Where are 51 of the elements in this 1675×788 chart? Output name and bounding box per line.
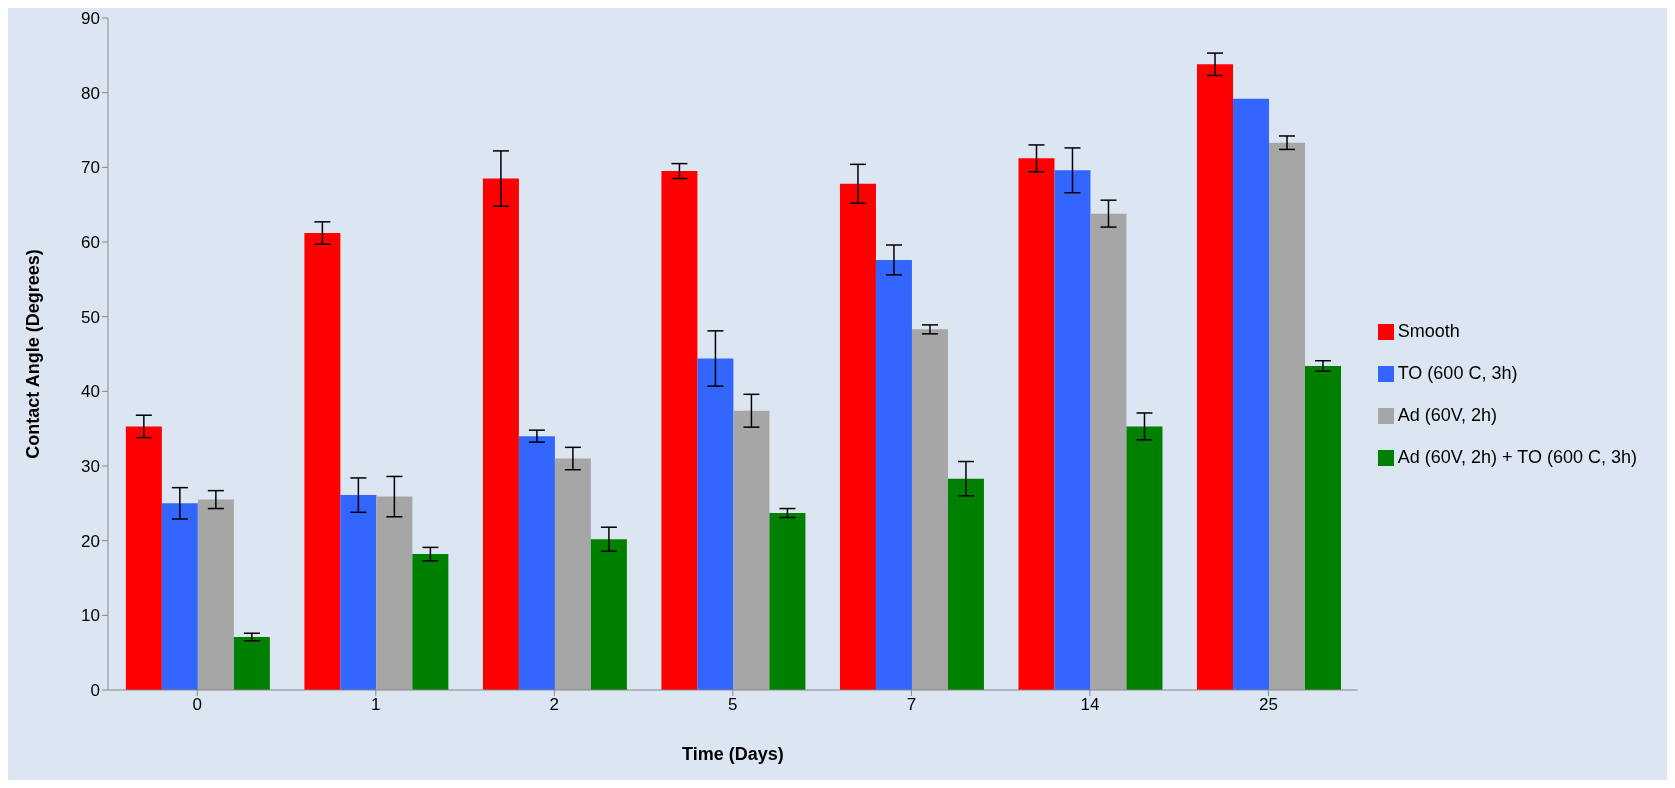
- bar: [590, 539, 627, 690]
- bar: [733, 410, 770, 690]
- y-axis-title: Contact Angle (Degrees): [23, 249, 44, 459]
- x-tick-label: 25: [1258, 695, 1278, 715]
- y-tick-label: 20: [81, 531, 100, 551]
- bar: [1305, 365, 1342, 690]
- bar: [1197, 64, 1234, 690]
- bar: [769, 513, 806, 690]
- bar: [554, 458, 591, 690]
- bar: [376, 496, 413, 690]
- x-tick-label: 14: [1080, 695, 1100, 715]
- x-tick-label: 1: [371, 695, 381, 715]
- bar: [233, 636, 270, 690]
- bar: [697, 358, 734, 690]
- bar: [412, 554, 449, 690]
- bar: [340, 495, 377, 690]
- bar: [875, 259, 912, 690]
- y-tick-label: 0: [90, 681, 100, 701]
- bar: [947, 478, 984, 690]
- bar: [1126, 426, 1163, 690]
- legend-label: Smooth: [1397, 321, 1460, 341]
- bar: [1018, 158, 1055, 690]
- legend-label: Ad (60V, 2h): [1397, 405, 1498, 425]
- y-tick-label: 60: [81, 233, 100, 253]
- bar: [518, 436, 555, 690]
- y-tick-label: 90: [81, 9, 100, 29]
- bar: [304, 233, 341, 690]
- y-tick-label: 10: [81, 606, 100, 626]
- bar: [1233, 98, 1270, 690]
- bar: [1090, 213, 1127, 690]
- bar: [197, 499, 234, 690]
- bar: [1054, 170, 1091, 690]
- legend-label: TO (600 C, 3h): [1397, 363, 1518, 383]
- x-tick-label: 7: [906, 695, 917, 715]
- bar: [125, 426, 162, 690]
- y-tick-label: 80: [81, 83, 100, 103]
- x-tick-label: 5: [728, 695, 738, 715]
- bar: [482, 178, 519, 690]
- y-tick-label: 70: [81, 158, 100, 178]
- x-axis-title: Time (Days): [681, 744, 784, 764]
- x-tick-label: 2: [549, 695, 560, 715]
- bar: [1269, 142, 1306, 690]
- y-tick-label: 40: [81, 382, 100, 402]
- legend-label: Ad (60V, 2h) + TO (600 C, 3h): [1397, 447, 1637, 467]
- bar: [161, 503, 198, 690]
- y-tick-label: 50: [81, 307, 100, 327]
- bar: [839, 183, 876, 690]
- y-tick-label: 30: [81, 457, 100, 477]
- bar: [661, 171, 698, 690]
- bar: [911, 329, 948, 690]
- x-tick-label: 0: [192, 695, 202, 715]
